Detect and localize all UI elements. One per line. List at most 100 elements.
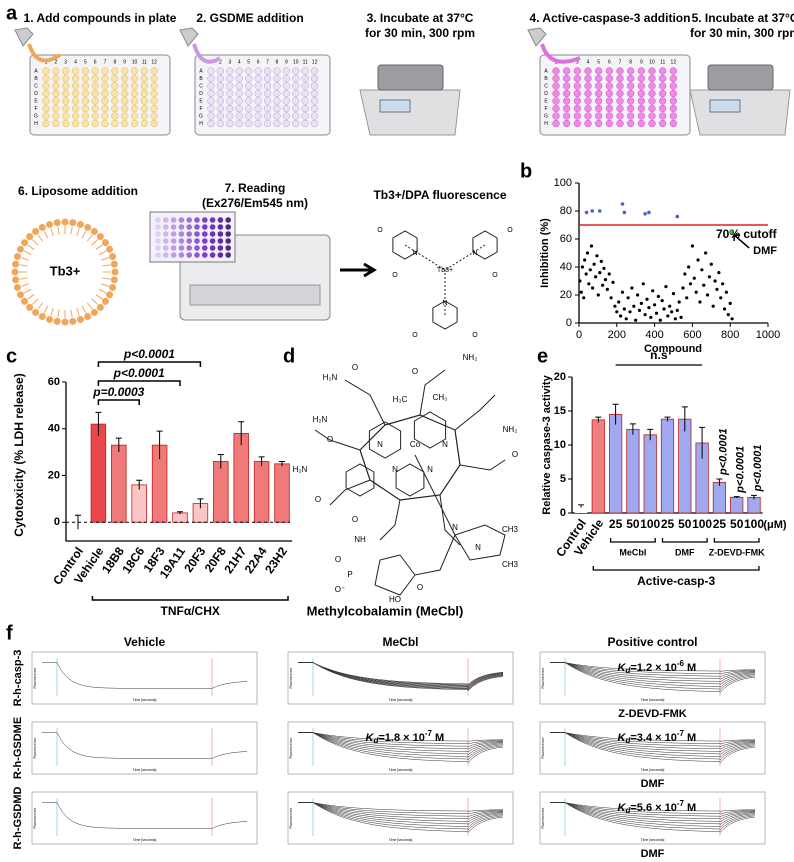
well bbox=[310, 74, 319, 83]
display bbox=[709, 99, 741, 113]
well bbox=[605, 112, 613, 120]
point bbox=[620, 290, 625, 294]
well bbox=[150, 119, 158, 128]
well bbox=[71, 119, 80, 128]
curve bbox=[550, 662, 756, 680]
well bbox=[226, 104, 234, 113]
bar bbox=[591, 419, 605, 514]
well bbox=[282, 112, 290, 120]
step-label: Tb3+/DPA fluorescence bbox=[373, 188, 506, 202]
axis-label: Fluorescence bbox=[289, 667, 293, 688]
curve bbox=[550, 732, 756, 758]
well bbox=[226, 67, 234, 75]
axis-label: Fluorescence bbox=[33, 667, 37, 688]
well bbox=[81, 119, 89, 128]
well bbox=[42, 104, 50, 113]
plate-col: 9 bbox=[285, 59, 288, 65]
well bbox=[91, 112, 99, 120]
axis-label: Time [seconds] bbox=[641, 838, 665, 842]
axis-label: Fluorescence bbox=[289, 737, 293, 758]
point bbox=[694, 290, 698, 294]
well bbox=[71, 74, 80, 83]
lipid bbox=[76, 316, 84, 324]
curve bbox=[298, 662, 504, 692]
y-axis-label: Cytotoxicity (% LDH release) bbox=[12, 373, 26, 536]
point bbox=[654, 311, 659, 315]
well bbox=[595, 67, 603, 75]
well bbox=[563, 89, 571, 98]
lipid bbox=[16, 291, 24, 299]
point bbox=[579, 290, 583, 294]
bar bbox=[274, 463, 290, 523]
well bbox=[301, 104, 309, 113]
atom: O bbox=[512, 450, 518, 459]
well bbox=[263, 104, 272, 113]
well bbox=[111, 82, 119, 90]
well bbox=[52, 74, 60, 83]
well bbox=[669, 97, 677, 105]
hit-point bbox=[597, 209, 602, 213]
point bbox=[666, 314, 670, 318]
point bbox=[698, 300, 702, 304]
group-label: Z-DEVD-FMK bbox=[709, 547, 765, 557]
well bbox=[71, 112, 80, 120]
point bbox=[585, 251, 590, 255]
point bbox=[671, 292, 676, 296]
well bbox=[101, 82, 109, 90]
well bbox=[111, 74, 119, 83]
atom: H₃C bbox=[393, 395, 408, 404]
well bbox=[616, 112, 624, 120]
well bbox=[273, 82, 281, 90]
well bbox=[292, 74, 300, 83]
atom: NH bbox=[354, 535, 366, 544]
well bbox=[130, 67, 139, 75]
point bbox=[647, 306, 651, 310]
well bbox=[207, 119, 215, 128]
ring bbox=[368, 421, 402, 459]
well bbox=[217, 238, 224, 244]
well bbox=[52, 82, 60, 90]
well bbox=[71, 89, 80, 98]
well bbox=[310, 67, 319, 75]
lipid bbox=[38, 223, 46, 231]
well bbox=[245, 67, 253, 75]
curve bbox=[298, 732, 504, 753]
well bbox=[186, 238, 192, 244]
point bbox=[721, 282, 725, 286]
well bbox=[273, 104, 281, 113]
error-bar bbox=[156, 430, 163, 460]
atom: N bbox=[412, 250, 417, 257]
plate-row: H bbox=[544, 121, 548, 127]
point bbox=[639, 301, 643, 305]
curve bbox=[550, 662, 756, 683]
well bbox=[616, 74, 624, 83]
well bbox=[209, 231, 216, 237]
well bbox=[310, 97, 319, 105]
plate-col: 4 bbox=[74, 59, 77, 65]
well bbox=[186, 252, 192, 258]
plate-row: G bbox=[544, 113, 548, 119]
ns-label: n.s bbox=[650, 348, 668, 362]
curve bbox=[298, 802, 504, 831]
lipid-tail bbox=[43, 305, 49, 314]
well bbox=[163, 231, 169, 237]
well bbox=[310, 104, 319, 113]
plate-col: 3 bbox=[228, 59, 231, 65]
error-bar bbox=[258, 456, 265, 467]
well bbox=[273, 97, 281, 105]
y-tick-label: 40 bbox=[560, 261, 572, 273]
point bbox=[645, 297, 649, 301]
lipid-tail bbox=[50, 307, 54, 316]
well bbox=[202, 224, 208, 230]
point bbox=[722, 307, 727, 311]
lipid bbox=[90, 308, 98, 316]
well bbox=[71, 67, 80, 75]
point bbox=[615, 310, 619, 314]
plate-row: C bbox=[544, 83, 548, 89]
well bbox=[263, 74, 272, 83]
hit-point bbox=[622, 210, 627, 215]
step-label: 4. Active-caspase-3 addition bbox=[530, 11, 691, 25]
lipid bbox=[32, 228, 40, 236]
step-label: 5. Incubate at 37°C bbox=[692, 11, 794, 25]
lipid-tail bbox=[43, 230, 49, 239]
